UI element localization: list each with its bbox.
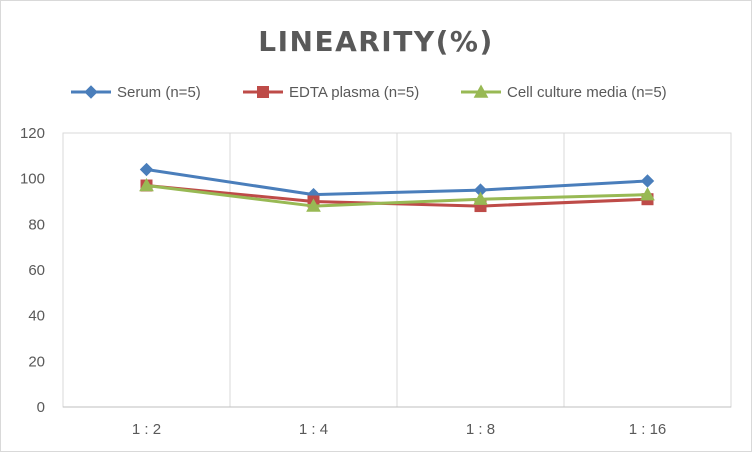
legend-label: Serum (n=5) [117, 84, 201, 101]
legend-marker [473, 84, 489, 98]
series-1 [139, 162, 655, 202]
data-point [640, 174, 655, 188]
y-tick-label: 40 [28, 308, 45, 325]
y-tick-label: 0 [37, 399, 45, 416]
y-tick-label: 80 [28, 216, 45, 233]
plot-area: 0 20 40 60 80 100 120 1 : 2 1 : 4 1 : 8 1 : 16 [20, 125, 732, 438]
legend: Serum (n=5) EDTA plasma (n=5) Cell culture… [71, 84, 667, 101]
data-point [139, 177, 154, 192]
legend-item: Serum (n=5) [71, 84, 201, 101]
data-point [640, 187, 655, 201]
x-tick-label: 1 : 16 [629, 421, 667, 438]
legend-marker [84, 85, 98, 99]
data-point [473, 191, 488, 205]
y-tick-label: 20 [28, 353, 45, 370]
chart-title: LINEARITY(%) [258, 25, 494, 58]
x-tick-label: 1 : 8 [466, 421, 495, 438]
legend-item: Cell culture media (n=5) [461, 84, 667, 101]
series-line [146, 168, 648, 197]
y-tick-label: 100 [20, 171, 45, 188]
x-tick-label: 1 : 4 [299, 421, 328, 438]
legend-item: EDTA plasma (n=5) [243, 84, 419, 101]
data-point [139, 162, 154, 177]
legend-label: EDTA plasma (n=5) [289, 84, 419, 101]
legend-label: Cell culture media (n=5) [507, 84, 667, 101]
y-tick-label: 120 [20, 125, 45, 142]
series-line [146, 184, 648, 208]
legend-marker [257, 86, 269, 98]
x-tick-label: 1 : 2 [132, 421, 161, 438]
series-3 [139, 177, 655, 212]
data-point [306, 198, 321, 212]
y-tick-label: 60 [28, 262, 45, 279]
